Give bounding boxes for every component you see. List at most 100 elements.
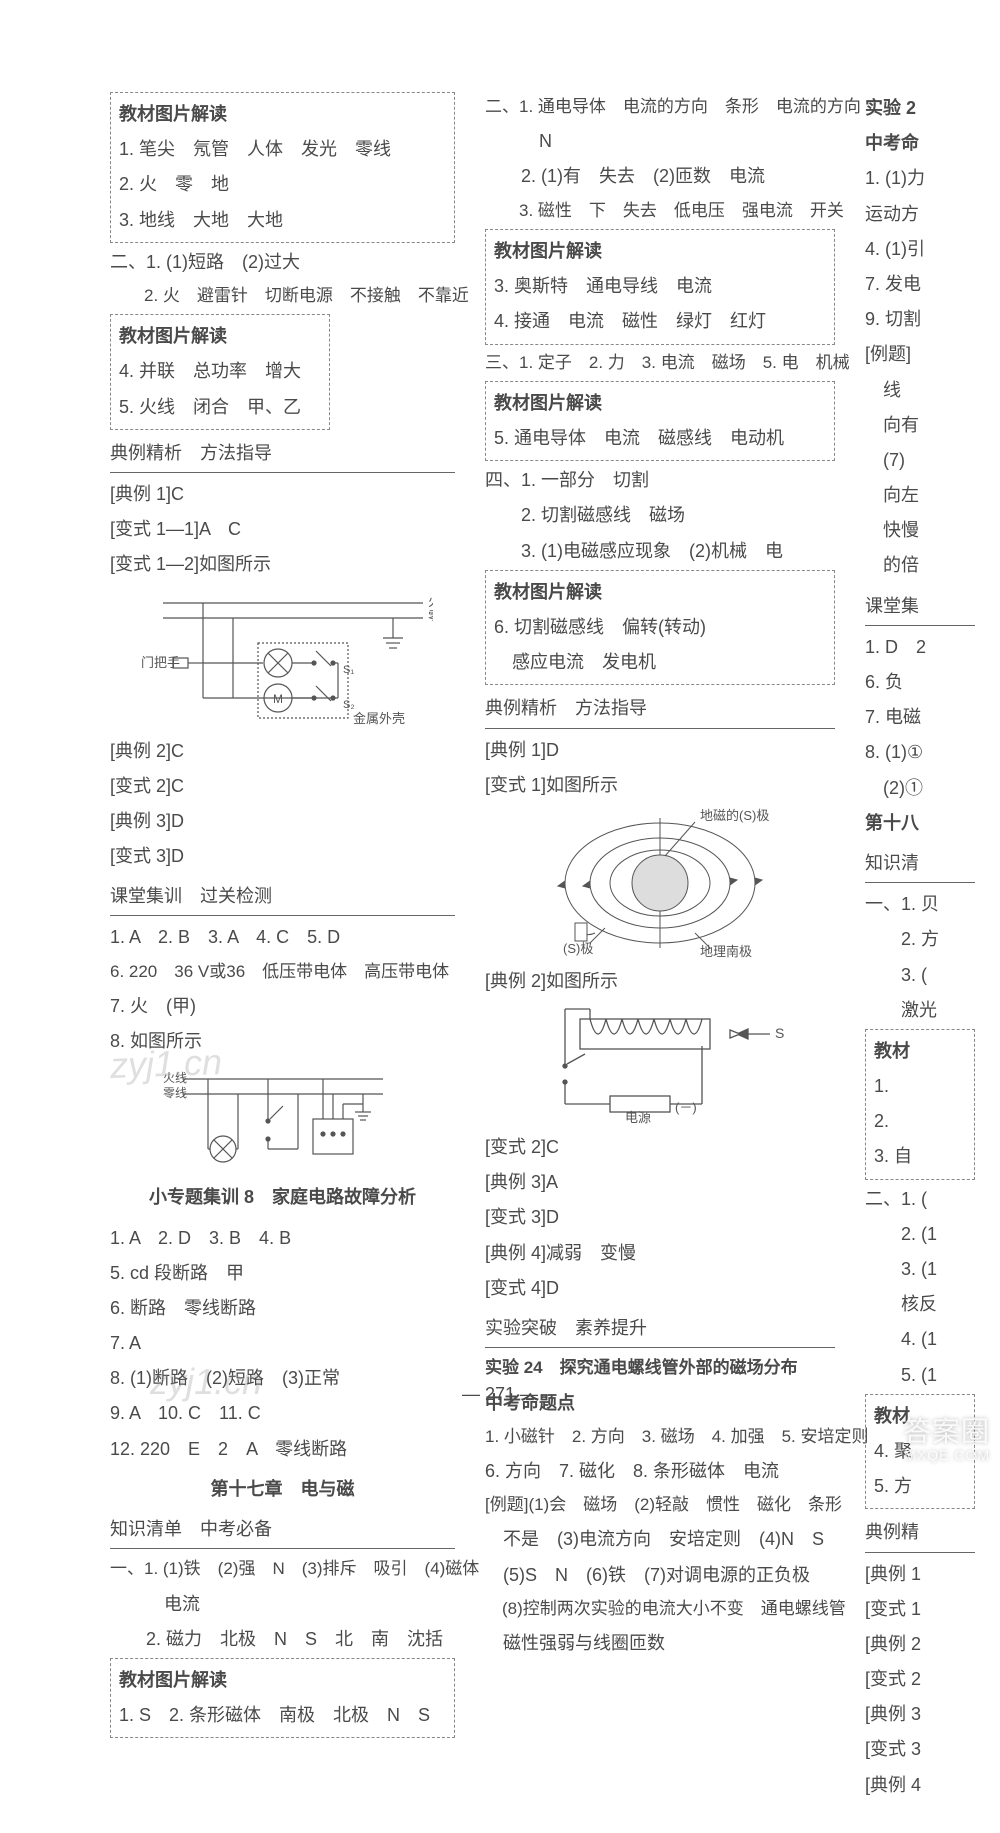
text-line: [典例 1]D xyxy=(485,733,835,767)
text-line: (7) xyxy=(865,443,975,477)
text-line: 运动方 xyxy=(865,197,975,231)
text-line: [典例 3 xyxy=(865,1697,975,1731)
column-left: 教材图片解读 1. 笔尖 氖管 人体 发光 零线 2. 火 零 地 3. 地线 … xyxy=(110,90,455,1803)
text-line: 实验 2 xyxy=(865,91,975,125)
text-line: 1. D 2 xyxy=(865,630,975,664)
topic-heading: 小专题集训 8 家庭电路故障分析 xyxy=(110,1180,455,1214)
text-line: [变式 2]C xyxy=(110,769,455,803)
text-line: 2. 火 避雷针 切断电源 不接触 不靠近 xyxy=(110,280,455,312)
text-line: 7. 电磁 xyxy=(865,700,975,734)
text-line: 1. 小磁针 2. 方向 3. 磁场 4. 加强 5. 安培定则 xyxy=(485,1421,835,1453)
text-line: 6. 断路 零线断路 xyxy=(110,1291,455,1325)
svg-text:门把手: 门把手 xyxy=(141,655,180,670)
svg-text:电源: 电源 xyxy=(625,1110,651,1124)
text-line: 3. 自 xyxy=(874,1139,966,1173)
text-line: 3. (1 xyxy=(865,1252,975,1286)
text-line: 7. A xyxy=(110,1326,455,1360)
text-line: [变式 2]C xyxy=(485,1130,835,1164)
text-line: 4. (1)引 xyxy=(865,232,975,266)
svg-text:(－): (－) xyxy=(675,1100,697,1115)
text-line: [变式 3 xyxy=(865,1732,975,1766)
text-line: 2. 火 零 地 xyxy=(119,167,446,201)
text-line: [变式 1]如图所示 xyxy=(485,768,835,802)
box-title: 教材 xyxy=(874,1034,966,1068)
section-heading: 知识清 xyxy=(865,846,975,883)
text-line: 6. 切割磁感线 偏转(转动) xyxy=(494,610,826,644)
text-line: (8)控制两次实验的电流大小不变 通电螺线管 xyxy=(485,1593,835,1625)
text-line: 7. 火 (甲) xyxy=(110,989,455,1023)
svg-text:零线: 零线 xyxy=(428,609,433,624)
box-title: 教材图片解读 xyxy=(119,319,321,353)
text-line: 5. cd 段断路 甲 xyxy=(110,1256,455,1290)
section-heading: 课堂集训 过关检测 xyxy=(110,879,455,916)
text-line: 电流 xyxy=(110,1587,455,1621)
text-line: 向有 xyxy=(865,408,975,442)
text-line: [变式 3]D xyxy=(485,1200,835,1234)
material-box-6: 教材图片解读 6. 切割磁感线 偏转(转动) 感应电流 发电机 xyxy=(485,570,835,686)
text-line: 向左 xyxy=(865,478,975,512)
text-line: 7. 发电 xyxy=(865,267,975,301)
text-line: 1. xyxy=(874,1069,966,1103)
text-line: 3. 奥斯特 通电导线 电流 xyxy=(494,269,826,303)
text-line: [典例 2]如图所示 xyxy=(485,964,835,998)
svg-text:地理南极: 地理南极 xyxy=(700,944,752,958)
text-line: [例题] xyxy=(865,337,975,371)
text-line: [典例 1]C xyxy=(110,477,455,511)
text-line: [典例 2]C xyxy=(110,734,455,768)
material-box-5: 教材图片解读 5. 通电导体 电流 磁感线 电动机 xyxy=(485,381,835,461)
page-number: — 271 — xyxy=(0,1377,1000,1411)
material-box-8: 教材 4. 聚 5. 方 xyxy=(865,1394,975,1510)
svg-text:(S)极: (S)极 xyxy=(563,941,593,956)
text-line: 8. (1)① xyxy=(865,735,975,769)
chapter-heading: 第十七章 电与磁 xyxy=(110,1472,455,1506)
text-line: 一、1. 贝 xyxy=(865,887,975,921)
text-line: 二、1. 通电导体 电流的方向 条形 电流的方向 xyxy=(485,91,835,123)
chapter-heading: 第十八 xyxy=(865,806,975,840)
svg-text:S₂: S₂ xyxy=(343,699,355,711)
text-line: 1. A 2. B 3. A 4. C 5. D xyxy=(110,920,455,954)
text-line: 2. 磁力 北极 N S 北 南 沈括 xyxy=(110,1622,455,1656)
text-line: 3. 地线 大地 大地 xyxy=(119,203,446,237)
text-line: 的倍 xyxy=(865,548,975,582)
box-title: 教材图片解读 xyxy=(119,1663,446,1697)
text-line: 2. 切割磁感线 磁场 xyxy=(485,498,835,532)
material-box-2: 教材图片解读 4. 并联 总功率 增大 5. 火线 闭合 甲、乙 xyxy=(110,314,330,430)
text-line: 二、1. (1)短路 (2)过大 xyxy=(110,245,455,279)
section-heading: 典例精析 方法指导 xyxy=(110,436,455,473)
section-heading: 实验突破 素养提升 xyxy=(485,1311,835,1348)
solenoid-diagram: S 电源 (－) xyxy=(485,1004,835,1124)
text-line: [变式 1—2]如图所示 xyxy=(110,547,455,581)
material-box-7: 教材 1. 2. 3. 自 xyxy=(865,1029,975,1180)
text-line: [变式 4]D xyxy=(485,1271,835,1305)
text-line: [典例 3]D xyxy=(110,804,455,838)
text-line: 感应电流 发电机 xyxy=(494,645,826,679)
text-line: 2. 方 xyxy=(865,922,975,956)
text-line: 3. 磁性 下 失去 低电压 强电流 开关 xyxy=(485,195,835,227)
svg-text:零线: 零线 xyxy=(163,1086,187,1100)
svg-text:S: S xyxy=(775,1025,784,1041)
material-box-3: 教材图片解读 1. S 2. 条形磁体 南极 北极 N S xyxy=(110,1658,455,1738)
text-line: 1. (1)力 xyxy=(865,161,975,195)
text-line: 二、1. ( xyxy=(865,1182,975,1216)
text-line: 1. A 2. D 3. B 4. B xyxy=(110,1221,455,1255)
column-right: 实验 2 中考命 1. (1)力 运动方 4. (1)引 7. 发电 9. 切割… xyxy=(865,90,975,1803)
text-line: 8. 如图所示 xyxy=(110,1024,455,1058)
text-line: 9. 切割 xyxy=(865,302,975,336)
text-line: [典例 3]A xyxy=(485,1165,835,1199)
section-heading: 知识清单 中考必备 xyxy=(110,1512,455,1549)
svg-text:M: M xyxy=(273,692,283,706)
box-title: 教材图片解读 xyxy=(494,386,826,420)
text-line: [典例 4]减弱 变慢 xyxy=(485,1236,835,1270)
section-heading: 典例精析 方法指导 xyxy=(485,691,835,728)
text-line: 5. 通电导体 电流 磁感线 电动机 xyxy=(494,421,826,455)
text-line: 核反 xyxy=(865,1287,975,1321)
svg-text:火线: 火线 xyxy=(428,594,433,609)
text-line: 6. 方向 7. 磁化 8. 条形磁体 电流 xyxy=(485,1454,835,1488)
text-line: 1. 笔尖 氖管 人体 发光 零线 xyxy=(119,132,446,166)
column-middle: 二、1. 通电导体 电流的方向 条形 电流的方向 N 2. (1)有 失去 (2… xyxy=(485,90,835,1803)
text-line: 3. ( xyxy=(865,958,975,992)
text-line: [典例 4 xyxy=(865,1768,975,1802)
material-box-4: 教材图片解读 3. 奥斯特 通电导线 电流 4. 接通 电流 磁性 绿灯 红灯 xyxy=(485,229,835,345)
svg-text:金属外壳: 金属外壳 xyxy=(353,711,405,726)
circuit-diagram-2: 火线 零线 xyxy=(110,1064,455,1174)
